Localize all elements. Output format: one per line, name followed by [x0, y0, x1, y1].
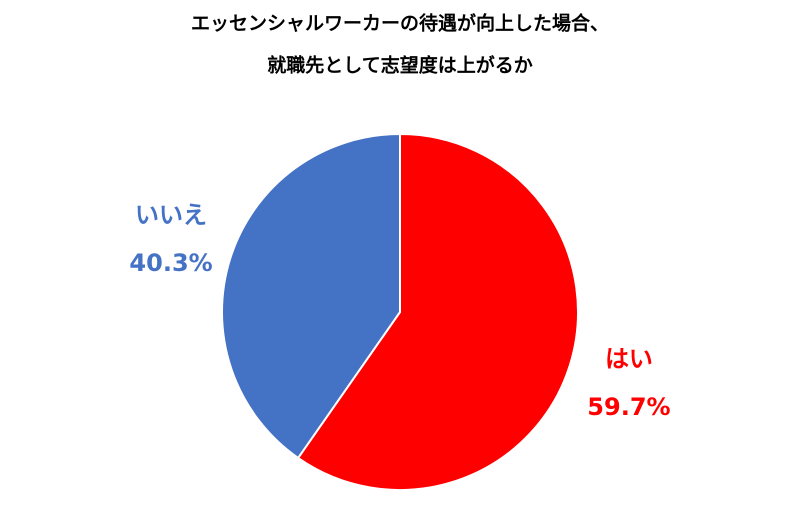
value-label: 40.3%	[129, 249, 212, 277]
category-label: いいえ	[135, 201, 207, 229]
pie-slice	[221, 132, 401, 460]
category-label: はい	[605, 345, 653, 373]
chart-title: 就職先として志望度は上がるか	[267, 54, 532, 77]
chart-title: エッセンシャルワーカーの待遇が向上した場合、	[191, 12, 609, 35]
value-label: 59.7%	[587, 393, 670, 421]
pie-slice	[296, 132, 579, 491]
